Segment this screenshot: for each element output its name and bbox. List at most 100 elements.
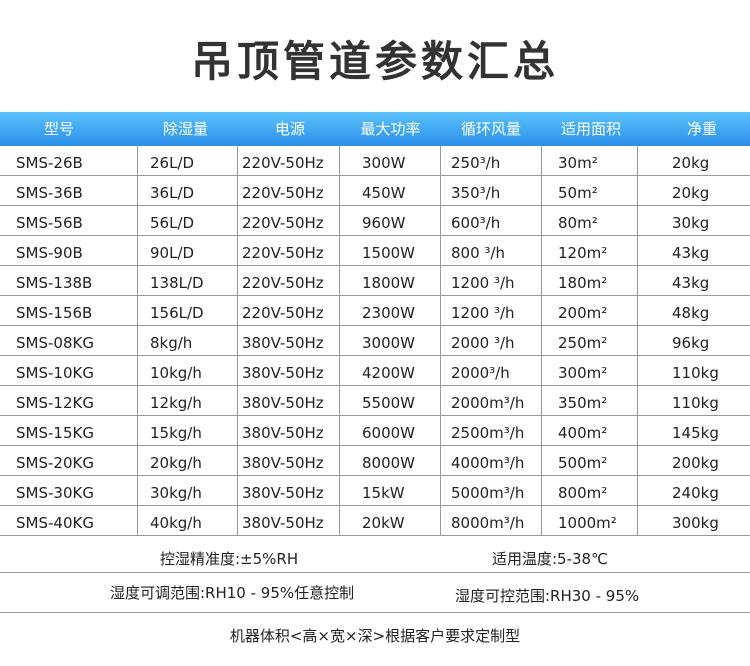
table-cell: 5500W — [340, 386, 441, 415]
table-cell: 2500m³/h — [441, 416, 542, 445]
table-cell: 110kg — [672, 394, 719, 412]
header-cell: 最大功率 — [360, 120, 421, 138]
table-cell: SMS-30KG — [0, 476, 138, 505]
table-row: SMS-40KG 40kg/h 380V-50Hz 20kW 8000m³/h 1000m… — [0, 506, 750, 536]
note-row-2: 湿度可调范围:RH10 - 95%任意控制 湿度可控范围:RH30 - 95% — [0, 572, 750, 613]
header-cell: 除湿量 — [162, 120, 208, 138]
adjust-range-note: 湿度可调范围:RH10 - 95%任意控制 — [110, 584, 355, 602]
table-cell: 350m² — [542, 386, 638, 415]
table-cell: 50m² — [542, 176, 638, 205]
table-cell: 380V-50Hz — [238, 506, 340, 535]
table-cell: 240kg — [672, 484, 719, 502]
table-cell: 450W — [340, 176, 441, 205]
table-cell: 48kg — [672, 304, 710, 322]
table-cell: 220V-50Hz — [238, 266, 340, 295]
table-cell: 15kg/h — [138, 416, 238, 445]
table-row: SMS-138B 138L/D 220V-50Hz 1800W 1200 ³/h 180m… — [0, 266, 750, 296]
table-row: SMS-20KG 20kg/h 380V-50Hz 8000W 4000m³/h 500m… — [0, 446, 750, 476]
table-cell: 200kg — [672, 454, 719, 472]
custom-note: 机器体积<高×宽×深>根据客户要求定制型 — [229, 627, 521, 645]
table-row: SMS-30KG 30kg/h 380V-50Hz 15kW 5000m³/h 800m²… — [0, 476, 750, 506]
table-cell: 380V-50Hz — [238, 386, 340, 415]
table-cell: 4000m³/h — [441, 446, 542, 475]
table-cell: 1200 ³/h — [441, 266, 542, 295]
table-cell: 4200W — [340, 356, 441, 385]
table-cell: 220V-50Hz — [238, 236, 340, 265]
table-cell: 350³/h — [441, 176, 542, 205]
table-cell: SMS-26B — [0, 146, 138, 175]
table-cell: 20kg — [672, 184, 710, 202]
table-cell: 300kg — [672, 514, 719, 532]
table-cell: SMS-40KG — [0, 506, 138, 535]
table-cell: 250³/h — [441, 146, 542, 175]
header-cell: 净重 — [686, 120, 717, 138]
table-cell: 12kg/h — [138, 386, 238, 415]
table-cell: SMS-08KG — [0, 326, 138, 355]
table-cell: SMS-90B — [0, 236, 138, 265]
table-cell: 6000W — [340, 416, 441, 445]
table-cell: 156L/D — [138, 296, 238, 325]
table-cell: 96kg — [672, 334, 710, 352]
table-cell: 500m² — [542, 446, 638, 475]
table-cell: 1000m² — [542, 506, 638, 535]
table-cell: 30kg/h — [138, 476, 238, 505]
table-cell: 380V-50Hz — [238, 416, 340, 445]
table-cell: 220V-50Hz — [238, 206, 340, 235]
table-cell: 5000m³/h — [441, 476, 542, 505]
table-cell: 300W — [340, 146, 441, 175]
table-cell: 380V-50Hz — [238, 356, 340, 385]
temperature-note: 适用温度:5-38℃ — [492, 550, 608, 568]
table-cell: 90L/D — [138, 236, 238, 265]
table-cell: 138L/D — [138, 266, 238, 295]
table-cell: 960W — [340, 206, 441, 235]
header-cell: 循环风量 — [460, 120, 521, 138]
table-cell: 180m² — [542, 266, 638, 295]
table-cell: 200m² — [542, 296, 638, 325]
table-cell: 800 ³/h — [441, 236, 542, 265]
table-cell: 3000W — [340, 326, 441, 355]
table-row: SMS-15KG 15kg/h 380V-50Hz 6000W 2500m³/h 400m… — [0, 416, 750, 446]
table-cell: 40kg/h — [138, 506, 238, 535]
table-cell: 300m² — [542, 356, 638, 385]
table-cell: 2300W — [340, 296, 441, 325]
table-row: SMS-56B 56L/D 220V-50Hz 960W 600³/h 80m² 30kg — [0, 206, 750, 236]
table-cell: 220V-50Hz — [238, 176, 340, 205]
table-cell: 600³/h — [441, 206, 542, 235]
table-cell: SMS-138B — [0, 266, 138, 295]
table-cell: 1800W — [340, 266, 441, 295]
table-row: SMS-156B 156L/D 220V-50Hz 2300W 1200 ³/h 200m… — [0, 296, 750, 326]
table-cell: 120m² — [542, 236, 638, 265]
table-cell: SMS-12KG — [0, 386, 138, 415]
table-cell: 43kg — [672, 244, 710, 262]
page-title: 吊顶管道参数汇总 — [190, 37, 559, 86]
table-cell: 8000W — [340, 446, 441, 475]
table-cell: 30kg — [672, 214, 710, 232]
table-cell: SMS-36B — [0, 176, 138, 205]
table-cell: 30m² — [542, 146, 638, 175]
table-cell: 380V-50Hz — [238, 446, 340, 475]
table-cell: 110kg — [672, 364, 719, 382]
table-cell: 800m² — [542, 476, 638, 505]
table-cell: 56L/D — [138, 206, 238, 235]
header-cell: 电源 — [274, 120, 305, 138]
table-cell: 20kg/h — [138, 446, 238, 475]
header-cell: 型号 — [43, 120, 74, 138]
header-cell: 适用面积 — [560, 120, 621, 138]
table-cell: SMS-156B — [0, 296, 138, 325]
table-cell: SMS-56B — [0, 206, 138, 235]
table-cell: 220V-50Hz — [238, 296, 340, 325]
table-cell: SMS-15KG — [0, 416, 138, 445]
table-cell: 36L/D — [138, 176, 238, 205]
table-cell: 26L/D — [138, 146, 238, 175]
table-row: SMS-08KG 8kg/h 380V-50Hz 3000W 2000 ³/h 250m²… — [0, 326, 750, 356]
table-cell: 2000³/h — [441, 356, 542, 385]
table-row: SMS-12KG 12kg/h 380V-50Hz 5500W 2000m³/h 350m… — [0, 386, 750, 416]
table-cell: 1500W — [340, 236, 441, 265]
table-cell: 250m² — [542, 326, 638, 355]
table-cell: 220V-50Hz — [238, 146, 340, 175]
table-row: SMS-10KG 10kg/h 380V-50Hz 4200W 2000³/h 300m²… — [0, 356, 750, 386]
table-cell: 400m² — [542, 416, 638, 445]
table-cell: 380V-50Hz — [238, 476, 340, 505]
table-header: 型号 除湿量 电源 最大功率 循环风量 适用面积 净重 — [0, 112, 750, 146]
